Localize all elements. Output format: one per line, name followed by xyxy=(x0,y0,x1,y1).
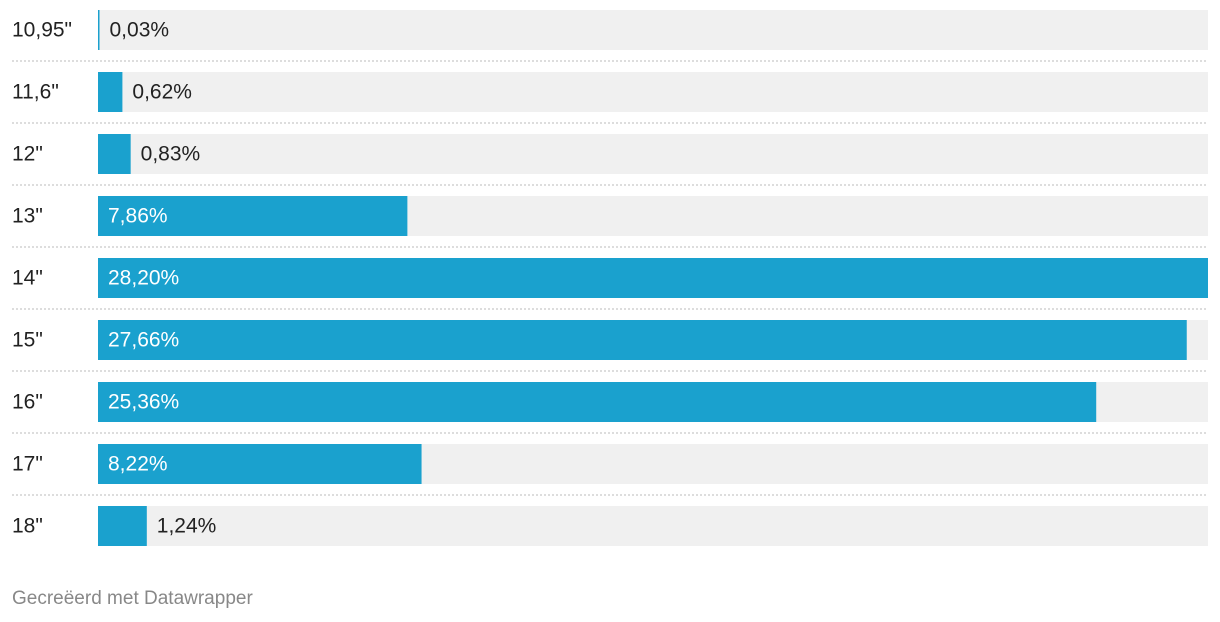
value-label: 25,36% xyxy=(108,391,179,414)
bar-background xyxy=(98,506,1208,546)
value-label: 0,03% xyxy=(110,19,170,42)
bar-background xyxy=(98,72,1208,112)
value-label: 8,22% xyxy=(108,453,168,476)
category-label: 14" xyxy=(12,267,43,290)
value-label: 27,66% xyxy=(108,329,179,352)
category-label: 13" xyxy=(12,205,43,228)
value-label: 7,86% xyxy=(108,205,168,228)
value-label: 0,62% xyxy=(132,81,192,104)
category-label: 16" xyxy=(12,391,43,414)
bar xyxy=(98,196,408,236)
bar xyxy=(98,134,131,174)
bar xyxy=(98,320,1187,360)
value-label: 1,24% xyxy=(157,515,217,538)
category-label: 12" xyxy=(12,143,43,166)
bar xyxy=(98,10,100,50)
value-label: 0,83% xyxy=(141,143,201,166)
category-label: 18" xyxy=(12,515,43,538)
bar xyxy=(98,506,147,546)
value-label: 28,20% xyxy=(108,267,179,290)
footer: Gecreëerd met Datawrapper xyxy=(12,588,253,609)
bar-background xyxy=(98,134,1208,174)
category-label: 15" xyxy=(12,329,43,352)
category-label: 11,6" xyxy=(12,81,59,104)
bar xyxy=(98,258,1208,298)
bar xyxy=(98,444,422,484)
bar xyxy=(98,72,123,112)
bar xyxy=(98,382,1097,422)
category-label: 17" xyxy=(12,453,43,476)
category-label: 10,95" xyxy=(12,19,72,42)
bar-background xyxy=(98,10,1208,50)
